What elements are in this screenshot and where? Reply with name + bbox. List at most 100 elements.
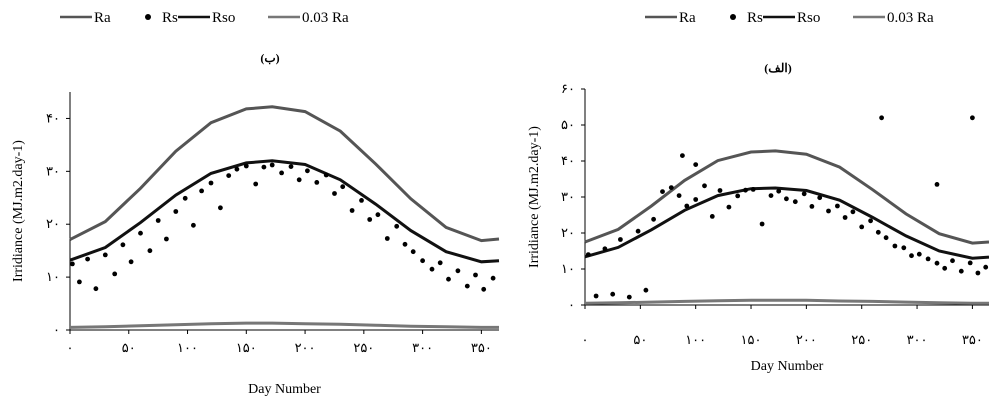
data-point-rs [916,251,922,257]
data-point-rs [883,235,889,241]
x-tick-label: ۲۵۰ [353,340,374,355]
y-tick-label: ۳۰ [561,189,575,204]
y-tick-label: ۲۰ [46,216,60,231]
data-point-rs [155,218,161,223]
data-point-rs [253,181,259,187]
data-point-rs [585,252,591,257]
data-point-rs [473,272,478,278]
data-point-rs [102,252,108,258]
data-point-rs [792,199,798,205]
data-point-rs [680,153,685,159]
y-axis-title: Irridiance (MJ.m2.day-1) [11,140,26,282]
x-tick-label: ۳۵۰ [471,340,492,355]
data-point-rs [464,283,470,289]
data-point-rs [112,271,118,277]
data-point-rs [70,261,75,267]
data-point-rs [651,216,656,222]
x-tick-label: ۲۰۰ [796,332,817,347]
data-point-rs [332,191,337,196]
legend: Ra Rs Rso 0.03 Ra [645,10,934,26]
x-tick-label: ۲۰۰ [295,340,316,355]
legend-swatch-rs [145,14,151,20]
data-point-rs [684,203,690,209]
data-point-rs [934,260,940,266]
y-tick-label: ۴۰ [46,110,60,125]
data-point-rs [868,218,873,224]
data-point-rs [850,209,856,215]
data-point-rs [288,164,294,170]
data-point-rs [784,196,789,202]
x-axis-title: Day Number [751,359,824,374]
chart-panel-0: Ra Rs Rso 0.03 Ra (ب) ۰ ۱۰ ۲۰ ۳۰ ۴۰ ۰ ۵۰ ۱۰۰ ۱۵۰ ۲۰۰ ۲۵… [11,10,500,397]
data-point-rs [394,223,400,229]
data-point-rs [776,188,782,194]
legend-swatch-rs [730,14,736,20]
series-line-0-03-ra [69,321,499,329]
data-point-rs [826,208,831,214]
x-axis-title: Day Number [248,382,321,397]
legend-label: Ra [679,10,696,26]
series-line-rso [584,186,989,260]
data-point-rs [164,236,169,242]
legend: Ra Rs Rso 0.03 Ra [60,10,349,26]
legend-label: 0.03 Ra [887,10,934,26]
data-point-rs [801,191,807,197]
data-point-rs [340,184,346,190]
data-point-rs [77,279,82,285]
x-tick-label: ۱۰۰ [685,332,706,347]
data-point-rs [618,237,623,242]
legend-label: Rs [747,10,763,26]
x-tick-label: ۰ [582,332,589,347]
data-point-rs [314,180,320,185]
data-point-rs [269,162,275,168]
data-point-rs [296,177,302,183]
legend-label: Rso [797,10,820,26]
legend-label: 0.03 Ra [302,10,349,26]
data-point-rs [983,264,989,270]
data-point-rs [261,164,267,170]
data-point-rs [243,163,249,169]
data-point-rs [593,293,599,299]
series-line-rso [69,159,500,264]
data-point-rs [93,286,99,292]
data-point-rs [226,173,232,179]
data-point-rs [208,180,214,186]
data-point-rs [138,230,143,236]
data-point-rs [768,193,774,199]
data-point-rs [234,166,240,172]
data-point-rs [660,189,665,195]
data-point-rs [602,246,608,252]
chart-panel-1: Ra Rs Rso 0.03 Ra (الف) ۰ ۱۰ ۲۰ ۳۰ ۴۰ ۵۰ ۶۰ ۰ ۵۰ ۱۰۰ ۱۵… [527,10,989,374]
x-tick-label: ۲۵۰ [851,332,872,347]
data-point-rs [817,195,823,201]
data-point-rs [610,291,616,297]
data-point-rs [455,268,461,274]
data-point-rs [367,217,373,222]
data-point-rs [120,242,126,248]
x-tick-label: ۵۰ [122,340,136,355]
data-point-rs [892,243,898,249]
y-tick-label: ۳۰ [46,163,60,178]
data-point-rs [446,276,451,282]
legend-label: Rso [212,10,235,26]
data-point-rs [875,229,881,235]
data-point-rs [643,287,649,293]
data-point-rs [975,270,981,276]
data-point-rs [279,170,284,176]
y-tick-label: ۰ [53,322,60,337]
y-tick-label: ۲۰ [561,225,575,240]
data-point-rs [925,256,931,262]
data-point-rs [147,248,153,254]
data-point-rs [717,188,723,193]
chart-title: (الف) [764,61,791,75]
data-point-rs [490,275,496,281]
legend-label: Rs [162,10,178,26]
data-point-rs [726,204,732,210]
data-point-rs [901,245,907,251]
y-tick-label: ۶۰ [561,81,575,96]
data-point-rs [218,205,223,211]
data-point-rs [349,208,355,213]
x-tick-label: ۱۵۰ [741,332,762,347]
data-point-rs [842,215,848,220]
data-point-rs [626,294,632,300]
